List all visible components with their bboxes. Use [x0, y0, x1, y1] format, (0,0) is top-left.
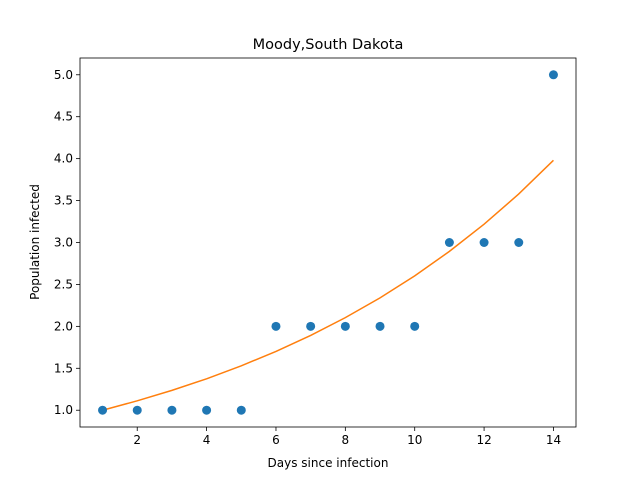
x-tick-label: 10 [407, 433, 422, 447]
x-tick-label: 2 [133, 433, 141, 447]
series-layer [98, 70, 558, 415]
y-tick-label: 2.0 [54, 319, 73, 333]
x-tick-label: 14 [546, 433, 561, 447]
x-tick-label: 12 [476, 433, 491, 447]
data-point [98, 405, 108, 415]
data-point [236, 405, 246, 415]
y-tick-label: 4.5 [54, 110, 73, 124]
chart-title: Moody,South Dakota [253, 37, 404, 53]
y-tick-label: 3.5 [54, 194, 73, 208]
data-point [479, 238, 489, 247]
y-axis-label: Population infected [28, 184, 42, 300]
y-tick-label: 5.0 [54, 68, 73, 82]
data-point [340, 321, 350, 331]
data-point [306, 321, 316, 331]
data-point [375, 321, 385, 331]
data-point [132, 405, 142, 415]
data-point [167, 405, 177, 415]
y-tick-label: 1.5 [54, 361, 73, 375]
data-point [410, 321, 420, 331]
x-tick-label: 6 [272, 433, 280, 447]
data-point [548, 70, 558, 80]
y-tick-label: 2.5 [54, 277, 73, 291]
y-axis: 1.0 1.5 2.0 2.5 3.0 3.5 4.0 4.5 5.0 [54, 68, 80, 417]
data-point [444, 238, 454, 247]
x-tick-label: 4 [203, 433, 211, 447]
data-point [202, 405, 212, 415]
data-point [271, 321, 281, 331]
y-tick-label: 4.0 [54, 152, 73, 166]
x-axis-label: Days since infection [268, 456, 389, 470]
x-axis: 2 4 6 8 10 12 14 [133, 427, 561, 447]
y-tick-label: 1.0 [54, 403, 73, 417]
data-point [514, 238, 524, 247]
y-tick-label: 3.0 [54, 236, 73, 250]
fit-line [102, 159, 554, 411]
x-tick-label: 8 [342, 433, 350, 447]
